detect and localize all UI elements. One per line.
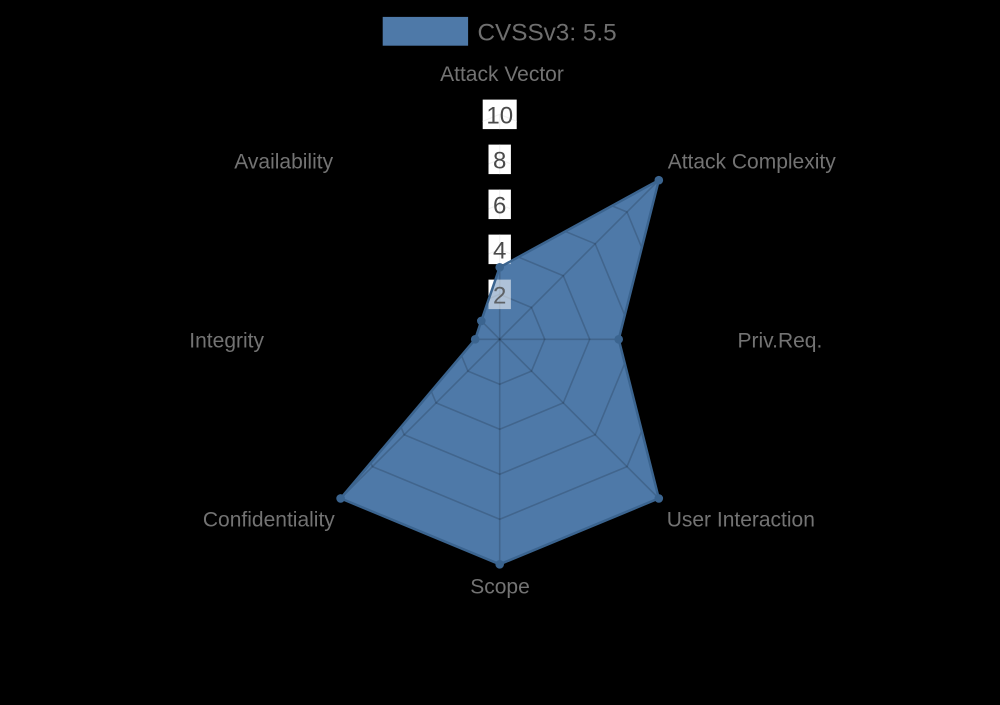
svg-text:Priv.Req.: Priv.Req. (738, 329, 823, 352)
svg-text:Attack Complexity: Attack Complexity (668, 151, 837, 174)
svg-text:Confidentiality: Confidentiality (203, 508, 335, 531)
svg-text:6: 6 (493, 192, 506, 219)
svg-text:User Interaction: User Interaction (667, 508, 815, 531)
svg-text:10: 10 (486, 102, 513, 129)
svg-text:4: 4 (493, 237, 506, 264)
svg-text:8: 8 (493, 147, 506, 174)
svg-text:Integrity: Integrity (189, 329, 264, 352)
svg-text:CVSSv3: 5.5: CVSSv3: 5.5 (478, 20, 617, 47)
svg-text:Scope: Scope (470, 576, 530, 599)
svg-text:2: 2 (493, 282, 506, 309)
svg-text:Attack Vector: Attack Vector (440, 63, 564, 86)
svg-text:Availability: Availability (234, 151, 333, 174)
